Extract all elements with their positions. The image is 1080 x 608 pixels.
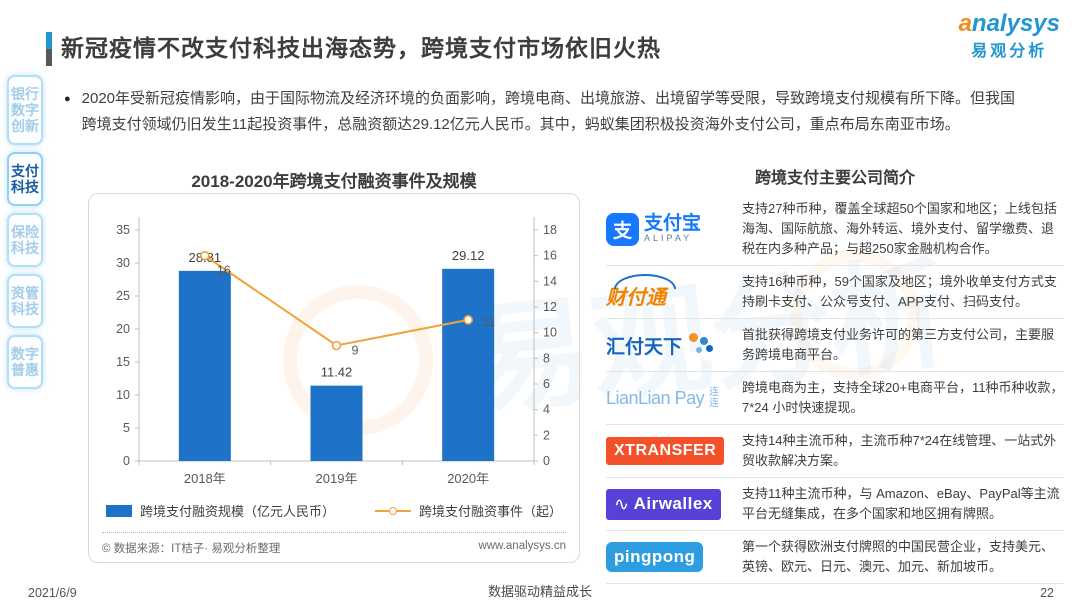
company-row-lianlian: LianLian Pay 连连 跨境电商为主，支持全球20+电商平台，11种币种收款…: [606, 372, 1064, 425]
company-row-airwallex: ∿ Airwallex 支持11种主流币种，与 Amazon、eBay、PayPal…: [606, 478, 1064, 531]
svg-text:15: 15: [116, 355, 130, 369]
svg-text:2: 2: [543, 428, 550, 442]
xtransfer-logo: XTRANSFER: [606, 437, 725, 465]
svg-text:4: 4: [543, 403, 550, 417]
svg-text:5: 5: [123, 421, 130, 435]
bullet-icon: ●: [64, 93, 71, 105]
analysys-url-link[interactable]: www.analysys.cn: [478, 540, 566, 552]
company-desc: 第一个获得欧洲支付牌照的中国民营企业，支持美元、英镑、欧元、日元、澳元、加元、新…: [742, 539, 1055, 574]
company-row-huifu: 汇付天下 首批获得跨境支付业务许可的第三方支付公司，主要服务跨境电商平台。: [606, 319, 1064, 372]
svg-text:35: 35: [116, 223, 130, 237]
svg-text:16: 16: [217, 264, 231, 278]
svg-text:12: 12: [543, 300, 557, 314]
lianlian-wordmark: LianLian Pay: [606, 387, 705, 408]
svg-text:10: 10: [543, 326, 557, 340]
analysys-logo: analysys 易观分析: [959, 11, 1060, 61]
svg-text:20: 20: [116, 322, 130, 336]
footer-page-number: 22: [1040, 586, 1054, 600]
company-row-xtransfer: XTRANSFER 支持14种主流币种，主流币种7*24在线管理、一站式外贸收款解…: [606, 425, 1064, 478]
line-legend-symbol: [375, 506, 411, 515]
sidebar-tab-3[interactable]: 保险科技: [7, 213, 43, 267]
sidebar-tab-1[interactable]: 银行数字创新: [7, 75, 43, 145]
legend-item-bar: 跨境支付融资规模（亿元人民币）: [105, 501, 335, 520]
pingpong-logo: pingpong: [606, 542, 704, 572]
svg-text:11.42: 11.42: [321, 365, 353, 380]
sidebar-nav: 银行数字创新支付科技保险科技资管科技数字普惠: [7, 75, 45, 389]
bar-legend-swatch: [105, 504, 132, 517]
svg-text:14: 14: [543, 274, 557, 288]
pingpong-logo-cell: pingpong: [606, 542, 734, 572]
intro-paragraph: ● 2020年受新冠疫情影响，由于国际物流及经济环境的负面影响，跨境电商、出境旅…: [64, 86, 1018, 138]
svg-text:25: 25: [116, 289, 130, 303]
tenpay-logo-cell: 财付通: [606, 274, 734, 310]
sidebar-tab-5[interactable]: 数字普惠: [7, 335, 43, 389]
companies-section: 跨境支付主要公司简介 支支付宝 ALIPAY 支持27种币种，覆盖全球超50个国家和…: [606, 164, 1064, 584]
chart-legend: 跨境支付融资规模（亿元人民币） 跨境支付融资事件（起）: [89, 501, 579, 520]
svg-text:16: 16: [543, 249, 557, 263]
company-desc: 首批获得跨境支付业务许可的第三方支付公司，主要服务跨境电商平台。: [742, 327, 1055, 362]
svg-text:6: 6: [543, 377, 550, 391]
huifu-dots-icon: [687, 332, 715, 358]
line-legend-label: 跨境支付融资事件（起）: [419, 504, 563, 519]
company-row-alipay: 支支付宝 ALIPAY 支持27种币种，覆盖全球超50个国家和地区；上线包括海淘、国…: [606, 193, 1064, 266]
analysys-logo-wordmark: analysys: [958, 10, 1060, 37]
company-desc: 支持11种主流币种，与 Amazon、eBay、PayPal等主流平台无缝集成，…: [742, 486, 1060, 521]
svg-text:2018年: 2018年: [184, 471, 226, 486]
sidebar-tab-4[interactable]: 资管科技: [7, 274, 43, 328]
svg-text:11: 11: [482, 315, 495, 329]
sidebar-tab-2[interactable]: 支付科技: [7, 152, 43, 206]
company-row-pingpong: pingpong 第一个获得欧洲支付牌照的中国民营企业，支持美元、英镑、欧元、日元…: [606, 531, 1064, 584]
svg-text:9: 9: [352, 344, 359, 358]
svg-text:2019年: 2019年: [316, 471, 358, 486]
company-row-tenpay: 财付通 支持16种币种，59个国家及地区；境外收单支付方式支持刷卡支付、公众号支付…: [606, 266, 1064, 319]
chart-title: 2018-2020年跨境支付融资事件及规模: [191, 172, 477, 191]
svg-text:2020年: 2020年: [447, 471, 489, 486]
svg-text:30: 30: [116, 256, 130, 270]
svg-text:0: 0: [123, 454, 130, 468]
intro-text: 2020年受新冠疫情影响，由于国际物流及经济环境的负面影响，跨境电商、出境旅游、…: [81, 90, 1016, 133]
svg-text:18: 18: [543, 223, 557, 237]
funding-combo-chart: 0 5 10 15 20 25 30 35 0 2 4 6 8 10 12 14 16 18 2018年 2019年 2…: [116, 217, 557, 486]
airwallex-wave-icon: ∿: [614, 493, 630, 514]
alipay-icon: 支: [606, 212, 639, 246]
huifu-logo-cell: 汇付天下: [606, 332, 734, 359]
svg-text:8: 8: [543, 351, 550, 365]
airwallex-logo: ∿ Airwallex: [606, 488, 721, 520]
xtransfer-logo-cell: XTRANSFER: [606, 437, 734, 465]
lianlian-chinese: 连连: [709, 387, 720, 409]
alipay-logo-cell: 支支付宝 ALIPAY: [606, 212, 734, 246]
page-title: 新冠疫情不改支付科技出海态势，跨境支付市场依旧火热: [61, 35, 661, 61]
title-accent-bar: [46, 32, 52, 66]
company-desc: 支持14种主流币种，主流币种7*24在线管理、一站式外贸收款解决方案。: [742, 433, 1057, 468]
chart-panel: 0 5 10 15 20 25 30 35 0 2 4 6 8 10 12 14 16 18 2018年 2019年 2…: [88, 193, 580, 563]
svg-text:0: 0: [543, 454, 550, 468]
analysys-logo-chinese: 易观分析: [971, 43, 1048, 60]
legend-item-line: 跨境支付融资事件（起）: [375, 501, 562, 520]
lianlian-logo-cell: LianLian Pay 连连: [606, 387, 734, 409]
alipay-wordmark: 支付宝 ALIPAY: [644, 213, 702, 244]
company-desc: 支持16种币种，59个国家及地区；境外收单支付方式支持刷卡支付、公众号支付、AP…: [742, 274, 1057, 309]
huifu-wordmark: 汇付天下: [606, 336, 683, 358]
footer-slogan: 数据驱动精益成长: [487, 584, 592, 599]
svg-text:10: 10: [116, 388, 130, 402]
svg-text:29.12: 29.12: [452, 248, 485, 263]
data-source-note: © 数据来源：IT桔子· 易观分析整理: [102, 543, 281, 555]
tenpay-logo: 财付通: [606, 274, 676, 310]
airwallex-logo-cell: ∿ Airwallex: [606, 488, 734, 520]
footer-date: 2021/6/9: [28, 586, 77, 600]
bar-legend-label: 跨境支付融资规模（亿元人民币）: [139, 504, 335, 519]
chart-source-row: © 数据来源：IT桔子· 易观分析整理 www.analysys.cn: [102, 532, 566, 556]
company-desc: 跨境电商为主，支持全球20+电商平台，11种币种收款，7*24 小时快速提现。: [742, 380, 1064, 415]
companies-title: 跨境支付主要公司简介: [754, 170, 915, 187]
companies-table: 支支付宝 ALIPAY 支持27种币种，覆盖全球超50个国家和地区；上线包括海淘、国…: [606, 193, 1064, 584]
company-desc: 支持27种币种，覆盖全球超50个国家和地区；上线包括海淘、国际航旅、海外转运、境…: [742, 201, 1057, 256]
